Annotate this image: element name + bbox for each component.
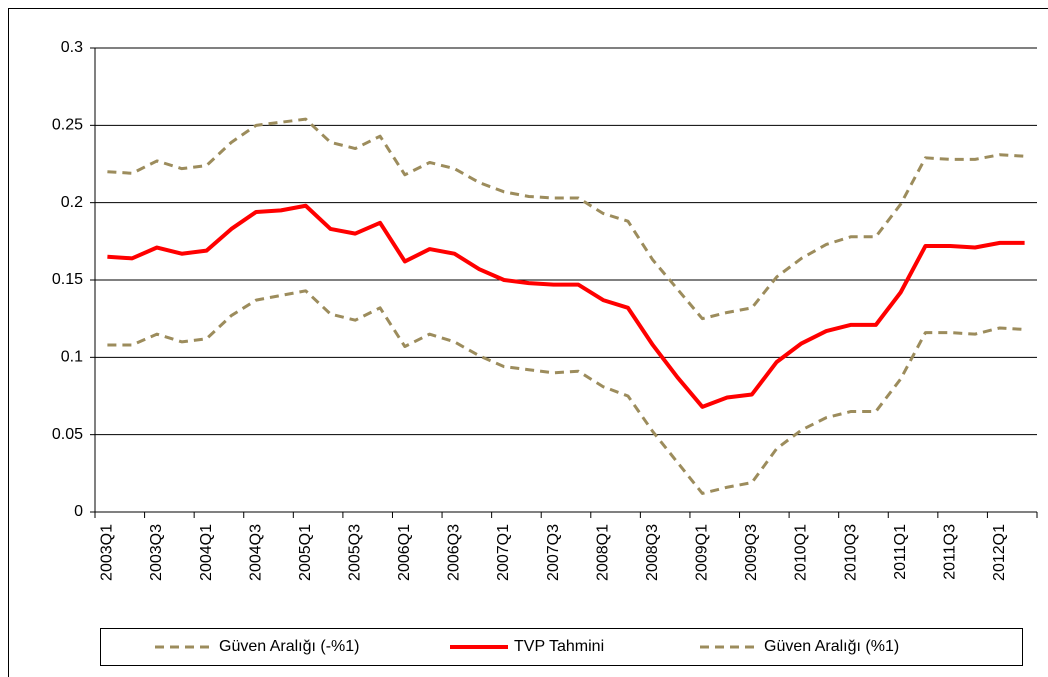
y-tick-label: 0.05 (52, 426, 83, 443)
x-tick-label: 2008Q1 (594, 524, 611, 581)
x-tick-label: 2005Q1 (297, 524, 314, 581)
x-tick-label: 2003Q1 (99, 524, 116, 581)
x-tick-label: 2012Q1 (991, 524, 1008, 581)
y-tick-label: 0.3 (61, 39, 83, 56)
x-tick-label: 2005Q3 (347, 524, 364, 581)
legend-label: Güven Aralığı (-%1) (219, 638, 360, 655)
x-tick-label: 2010Q1 (793, 524, 810, 581)
x-tick-label: 2011Q1 (892, 524, 909, 580)
chart-frame (8, 8, 1048, 677)
x-tick-label: 2003Q3 (148, 524, 165, 581)
x-tick-label: 2008Q3 (644, 524, 661, 581)
legend-box (100, 628, 1023, 666)
data-line (107, 289, 1025, 495)
x-tick-label: 2009Q1 (694, 524, 711, 581)
y-tick-label: 0.1 (61, 349, 83, 366)
y-tick-label: 0.25 (52, 117, 83, 134)
legend-label: TVP Tahmini (514, 638, 604, 655)
y-tick-label: 0.15 (52, 271, 83, 288)
data-line (107, 117, 1025, 321)
y-tick-label: 0 (74, 503, 83, 520)
x-tick-label: 2004Q3 (247, 524, 264, 581)
data-line (107, 203, 1025, 409)
x-tick-label: 2006Q3 (446, 524, 463, 581)
x-tick-label: 2006Q1 (396, 524, 413, 581)
y-tick-label: 0.2 (61, 194, 83, 211)
legend-label: Güven Aralığı (%1) (764, 638, 899, 655)
x-tick-label: 2004Q1 (198, 524, 215, 581)
x-tick-label: 2007Q3 (545, 524, 562, 581)
x-tick-label: 2010Q3 (842, 524, 859, 581)
x-tick-label: 2009Q3 (743, 524, 760, 581)
x-tick-label: 2011Q3 (941, 524, 958, 580)
x-tick-label: 2007Q1 (495, 524, 512, 581)
